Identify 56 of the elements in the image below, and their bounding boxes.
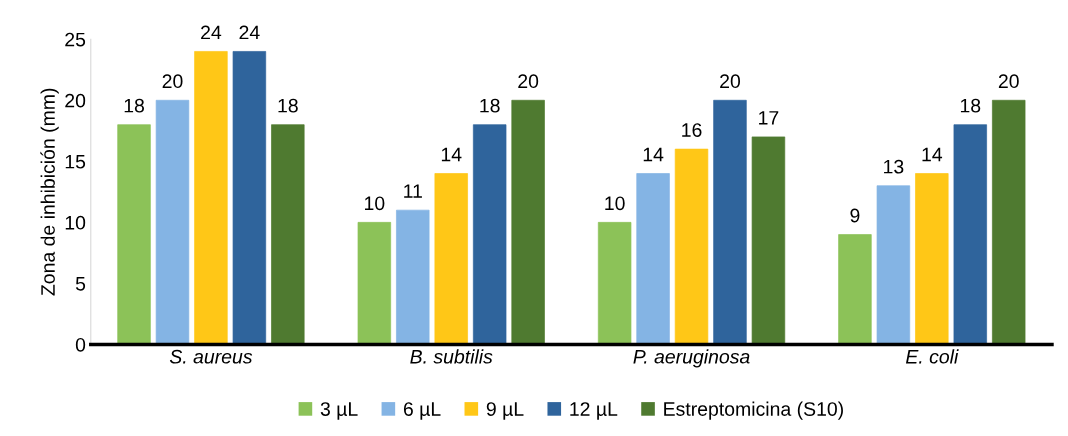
- bar: [713, 99, 747, 345]
- bar: [472, 124, 507, 345]
- data-label: 13: [884, 159, 904, 174]
- x-tick-label: P. aeruginosa: [633, 349, 750, 368]
- data-label: 18: [480, 98, 500, 113]
- y-tick-label: 5: [75, 277, 86, 291]
- data-label: 14: [643, 147, 664, 162]
- data-label: 14: [441, 147, 462, 162]
- legend-label: 9 µL: [486, 402, 524, 420]
- data-label: 18: [124, 98, 144, 113]
- data-label: 9: [850, 208, 860, 223]
- y-tick-label: 20: [65, 93, 86, 108]
- data-label: 16: [682, 123, 702, 137]
- bar: [674, 148, 709, 345]
- bar: [636, 173, 670, 345]
- data-label: 10: [365, 196, 385, 211]
- data-label: 10: [605, 196, 625, 211]
- legend-label: 6 µL: [403, 402, 441, 420]
- bar: [194, 51, 228, 345]
- data-label: 20: [162, 74, 183, 89]
- data-label: 18: [278, 98, 298, 113]
- bar: [434, 173, 468, 345]
- y-tick-label: 0: [75, 337, 86, 352]
- x-tick-label: B. subtilis: [410, 349, 493, 364]
- x-tick-label: E. coli: [905, 349, 959, 364]
- y-axis-title: Zona de inhibición (mm): [40, 88, 59, 296]
- y-tick-label: 10: [65, 215, 86, 230]
- legend-label: 3 µL: [320, 402, 358, 420]
- data-label: 20: [720, 74, 741, 89]
- data-label: 24: [201, 25, 222, 40]
- bar: [511, 99, 545, 345]
- data-label: 24: [239, 25, 260, 40]
- legend-label: 12 µL: [570, 402, 618, 420]
- bar: [992, 99, 1026, 345]
- bar: [271, 124, 305, 345]
- bar: [597, 222, 632, 345]
- bar: [396, 209, 430, 345]
- bar: [117, 124, 151, 345]
- y-tick-label: 15: [65, 154, 86, 169]
- y-tick-label: 25: [65, 32, 86, 47]
- bar: [155, 99, 190, 345]
- data-label: 20: [518, 74, 539, 89]
- data-label: 14: [922, 147, 943, 162]
- bar: [232, 51, 267, 345]
- data-label: 18: [960, 98, 981, 113]
- bar: [915, 173, 949, 345]
- bar: [357, 222, 392, 345]
- data-label: 11: [404, 184, 422, 198]
- data-label: 17: [759, 111, 779, 125]
- data-label: 20: [998, 74, 1019, 89]
- bar: [953, 124, 987, 345]
- legend-label: Estreptomicina (S10): [664, 401, 843, 420]
- bar: [751, 136, 786, 345]
- x-tick-label: S. aureus: [169, 349, 253, 364]
- bar: [838, 234, 872, 345]
- bar: [876, 185, 911, 345]
